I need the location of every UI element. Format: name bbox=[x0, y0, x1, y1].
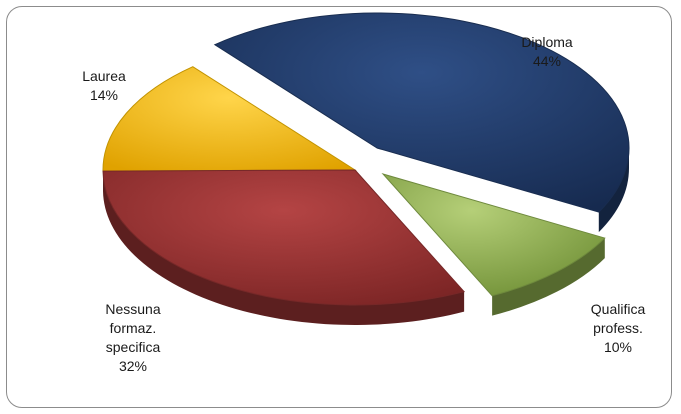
slice-label-nessuna: Nessuna formaz. specifica 32% bbox=[105, 301, 161, 374]
slice-side-diploma bbox=[598, 148, 629, 233]
slice-top-nessuna bbox=[102, 169, 466, 306]
slice-qualifica bbox=[381, 173, 606, 316]
slice-diploma bbox=[213, 12, 630, 233]
slice-top-laurea bbox=[102, 66, 357, 172]
slice-nessuna bbox=[102, 169, 466, 325]
slice-label-laurea: Laurea 14% bbox=[82, 68, 126, 103]
slice-side-nessuna bbox=[103, 171, 465, 325]
slice-top-diploma bbox=[213, 12, 630, 213]
slice-top-qualifica bbox=[381, 173, 606, 297]
slice-side-qualifica bbox=[492, 238, 605, 316]
slice-label-diploma: Diploma 44% bbox=[521, 34, 573, 69]
slice-label-qualifica: Qualifica profess. 10% bbox=[590, 301, 646, 355]
